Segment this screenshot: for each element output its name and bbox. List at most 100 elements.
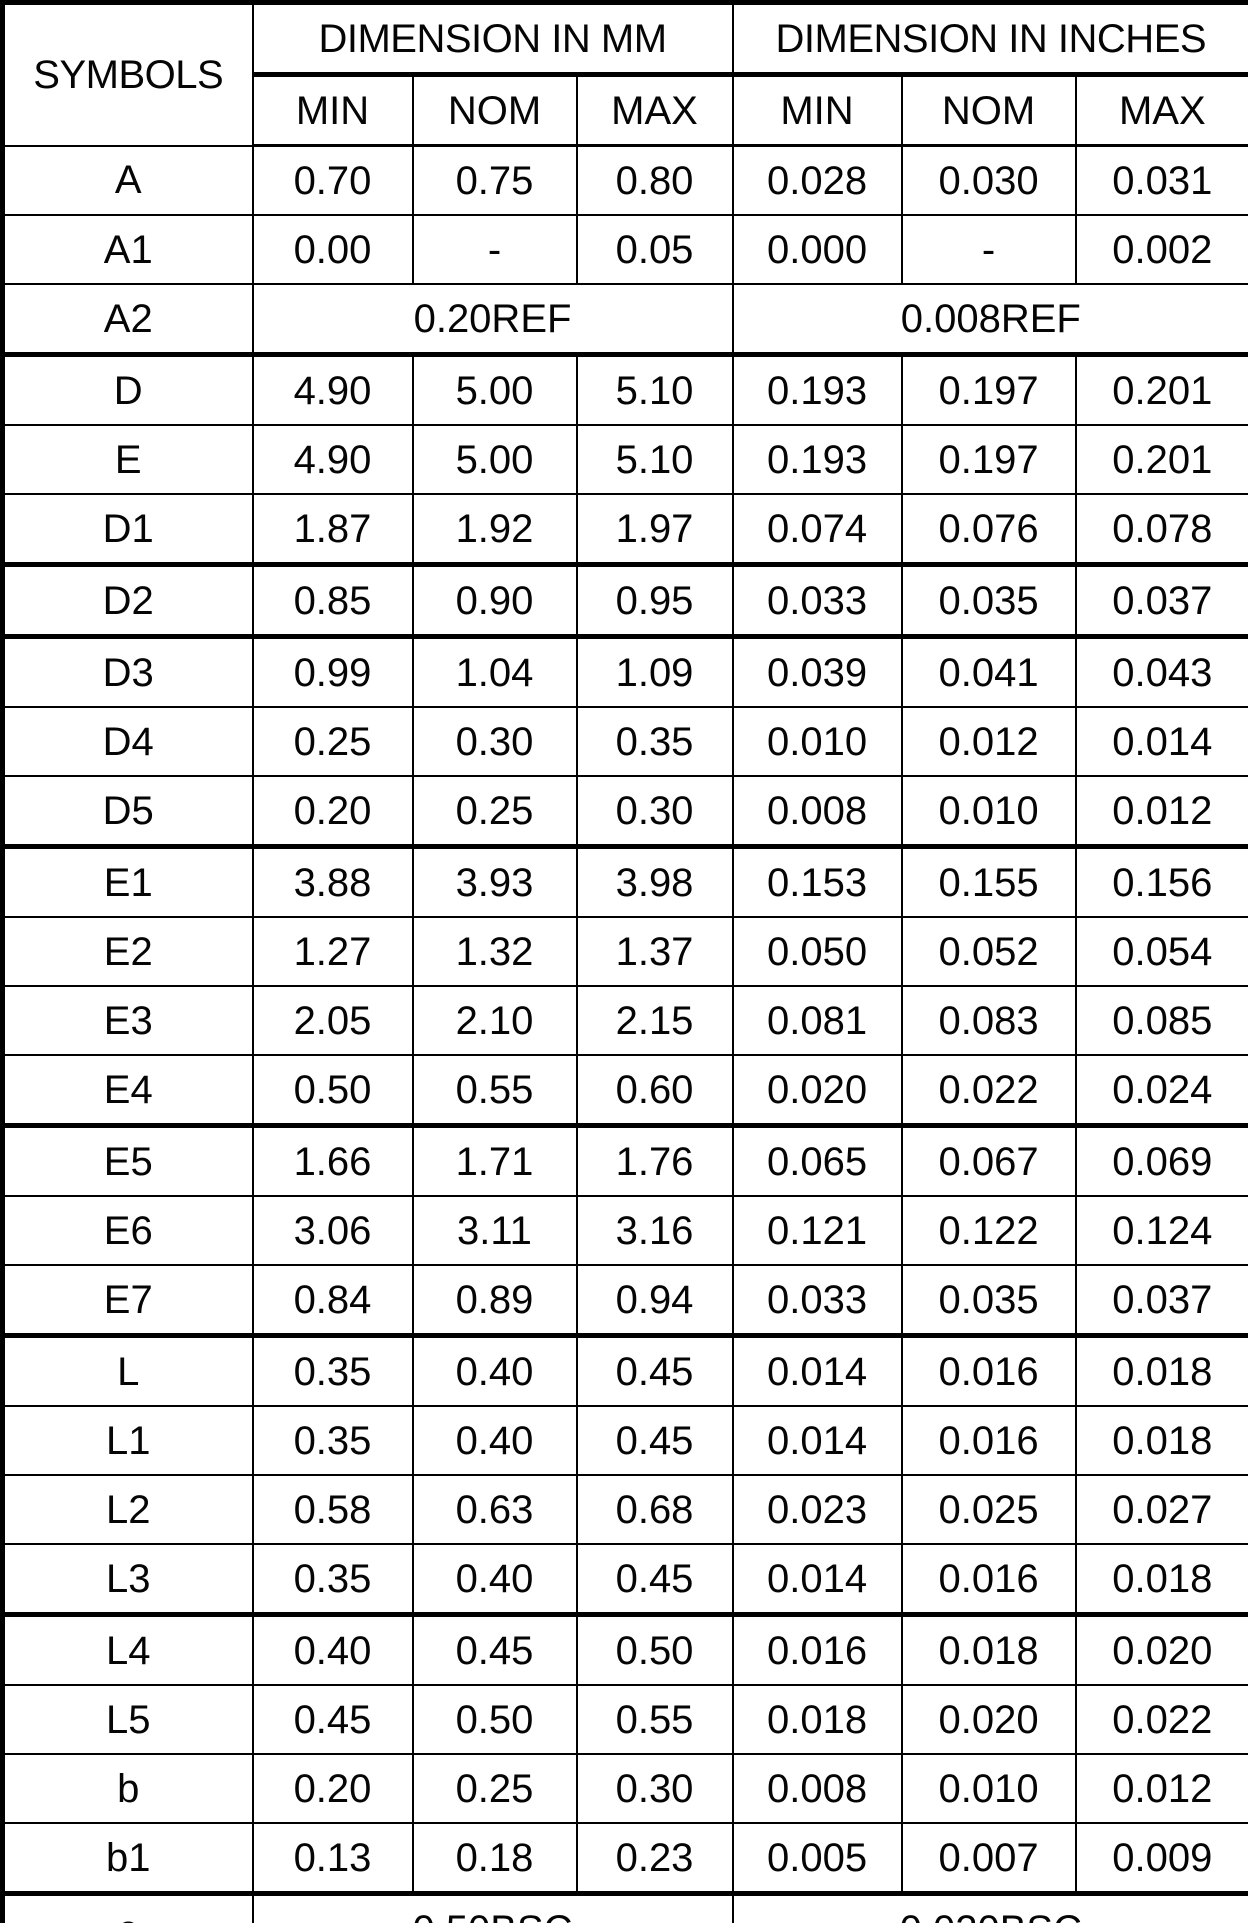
symbol-cell: E4 <box>1 1054 254 1127</box>
table-row: b1 0.13 0.18 0.23 0.005 0.007 0.009 <box>1 1822 1248 1895</box>
mm-value-cell: 0.68 <box>575 1474 734 1545</box>
symbol-cell: E1 <box>1 844 254 918</box>
inches-value-cell: 0.016 <box>900 1543 1077 1616</box>
inches-value-cell: 0.008 <box>731 1753 903 1824</box>
symbol-cell: b1 <box>1 1822 254 1895</box>
inches-value-cell: 0.121 <box>731 1195 903 1266</box>
symbol-cell: D2 <box>1 562 254 638</box>
inches-span-cell: 0.020BSC <box>731 1891 1248 1923</box>
mm-value-cell: 0.58 <box>251 1474 414 1545</box>
mm-max-header-cell: MAX <box>575 72 734 147</box>
inches-value-cell: 0.041 <box>900 634 1077 708</box>
mm-min-header-cell: MIN <box>251 72 414 147</box>
inches-value-cell: 0.122 <box>900 1195 1077 1266</box>
mm-value-cell: 3.93 <box>411 844 578 918</box>
inches-value-cell: 0.197 <box>900 424 1077 495</box>
mm-value-cell: 3.11 <box>411 1195 578 1266</box>
mm-span-cell: 0.50BSC <box>251 1891 734 1923</box>
inches-value-cell: 0.020 <box>731 1054 903 1127</box>
symbol-cell: E6 <box>1 1195 254 1266</box>
table-row: E3 2.05 2.10 2.15 0.081 0.083 0.085 <box>1 985 1248 1056</box>
mm-value-cell: 0.85 <box>251 562 414 638</box>
symbol-cell: D5 <box>1 775 254 848</box>
table-row: A2 0.20REF 0.008REF <box>1 283 1248 356</box>
mm-value-cell: 0.55 <box>411 1054 578 1127</box>
inches-value-cell: 0.022 <box>900 1054 1077 1127</box>
inches-value-cell: 0.002 <box>1074 214 1248 285</box>
inches-value-cell: 0.010 <box>900 775 1077 848</box>
mm-value-cell: 1.71 <box>411 1123 578 1197</box>
table-row: L2 0.58 0.63 0.68 0.023 0.025 0.027 <box>1 1474 1248 1545</box>
mm-value-cell: 1.27 <box>251 916 414 987</box>
symbol-cell: D3 <box>1 634 254 708</box>
mm-value-cell: 0.25 <box>411 1753 578 1824</box>
inches-value-cell: 0.031 <box>1074 144 1248 216</box>
inches-value-cell: 0.012 <box>900 706 1077 777</box>
symbol-cell: E2 <box>1 916 254 987</box>
mm-value-cell: 5.10 <box>575 352 734 426</box>
mm-value-cell: 0.94 <box>575 1264 734 1337</box>
inches-value-cell: 0.023 <box>731 1474 903 1545</box>
inches-value-cell: 0.193 <box>731 352 903 426</box>
mm-value-cell: 0.60 <box>575 1054 734 1127</box>
mm-value-cell: 0.50 <box>575 1612 734 1686</box>
symbol-cell: L2 <box>1 1474 254 1545</box>
inches-value-cell: 0.033 <box>731 562 903 638</box>
mm-value-cell: 3.98 <box>575 844 734 918</box>
mm-value-cell: 0.95 <box>575 562 734 638</box>
table-row: L4 0.40 0.45 0.50 0.016 0.018 0.020 <box>1 1612 1248 1686</box>
mm-value-cell: 0.23 <box>575 1822 734 1895</box>
table-row: b 0.20 0.25 0.30 0.008 0.010 0.012 <box>1 1753 1248 1824</box>
inches-value-cell: 0.009 <box>1074 1822 1248 1895</box>
mm-value-cell: 0.90 <box>411 562 578 638</box>
mm-value-cell: 0.50 <box>251 1054 414 1127</box>
mm-value-cell: 0.30 <box>575 1753 734 1824</box>
table-row: E1 3.88 3.93 3.98 0.153 0.155 0.156 <box>1 844 1248 918</box>
table-row: D4 0.25 0.30 0.35 0.010 0.012 0.014 <box>1 706 1248 777</box>
mm-value-cell: 0.99 <box>251 634 414 708</box>
table-row: D5 0.20 0.25 0.30 0.008 0.010 0.012 <box>1 775 1248 848</box>
mm-value-cell: 2.15 <box>575 985 734 1056</box>
table-row: E4 0.50 0.55 0.60 0.020 0.022 0.024 <box>1 1054 1248 1127</box>
mm-value-cell: 1.76 <box>575 1123 734 1197</box>
mm-value-cell: 0.25 <box>411 775 578 848</box>
inches-value-cell: 0.054 <box>1074 916 1248 987</box>
mm-value-cell: 0.40 <box>411 1543 578 1616</box>
mm-value-cell: 1.37 <box>575 916 734 987</box>
mm-value-cell: 0.84 <box>251 1264 414 1337</box>
mm-value-cell: 4.90 <box>251 424 414 495</box>
inches-value-cell: 0.037 <box>1074 562 1248 638</box>
inches-value-cell: 0.052 <box>900 916 1077 987</box>
symbol-cell: b <box>1 1753 254 1824</box>
table-row: D2 0.85 0.90 0.95 0.033 0.035 0.037 <box>1 562 1248 638</box>
symbol-cell: E <box>1 424 254 495</box>
symbol-cell: L4 <box>1 1612 254 1686</box>
inches-value-cell: 0.025 <box>900 1474 1077 1545</box>
table-row: L3 0.35 0.40 0.45 0.014 0.016 0.018 <box>1 1543 1248 1616</box>
inches-value-cell: 0.014 <box>731 1543 903 1616</box>
mm-value-cell: 2.10 <box>411 985 578 1056</box>
table-row: E2 1.27 1.32 1.37 0.050 0.052 0.054 <box>1 916 1248 987</box>
mm-value-cell: 0.45 <box>411 1612 578 1686</box>
mm-value-cell: 5.00 <box>411 352 578 426</box>
inches-value-cell: 0.074 <box>731 493 903 566</box>
mm-value-cell: 0.35 <box>575 706 734 777</box>
mm-value-cell: 0.40 <box>411 1405 578 1476</box>
mm-value-cell: 0.20 <box>251 775 414 848</box>
mm-value-cell: 0.45 <box>575 1543 734 1616</box>
mm-value-cell: 0.89 <box>411 1264 578 1337</box>
mm-value-cell: 0.05 <box>575 214 734 285</box>
table-row: A 0.70 0.75 0.80 0.028 0.030 0.031 <box>1 144 1248 216</box>
symbol-cell: D1 <box>1 493 254 566</box>
table-row: e0.50BSC0.020BSC <box>1 1891 1248 1923</box>
mm-value-cell: 0.30 <box>411 706 578 777</box>
inches-value-cell: 0.156 <box>1074 844 1248 918</box>
mm-value-cell: 3.06 <box>251 1195 414 1266</box>
inches-value-cell: 0.193 <box>731 424 903 495</box>
inches-value-cell: 0.005 <box>731 1822 903 1895</box>
inches-value-cell: 0.035 <box>900 562 1077 638</box>
table-row: A1 0.00-0.05 0.000-0.002 <box>1 214 1248 285</box>
inches-value-cell: 0.067 <box>900 1123 1077 1197</box>
symbols-header-cell: SYMBOLS <box>1 1 254 147</box>
